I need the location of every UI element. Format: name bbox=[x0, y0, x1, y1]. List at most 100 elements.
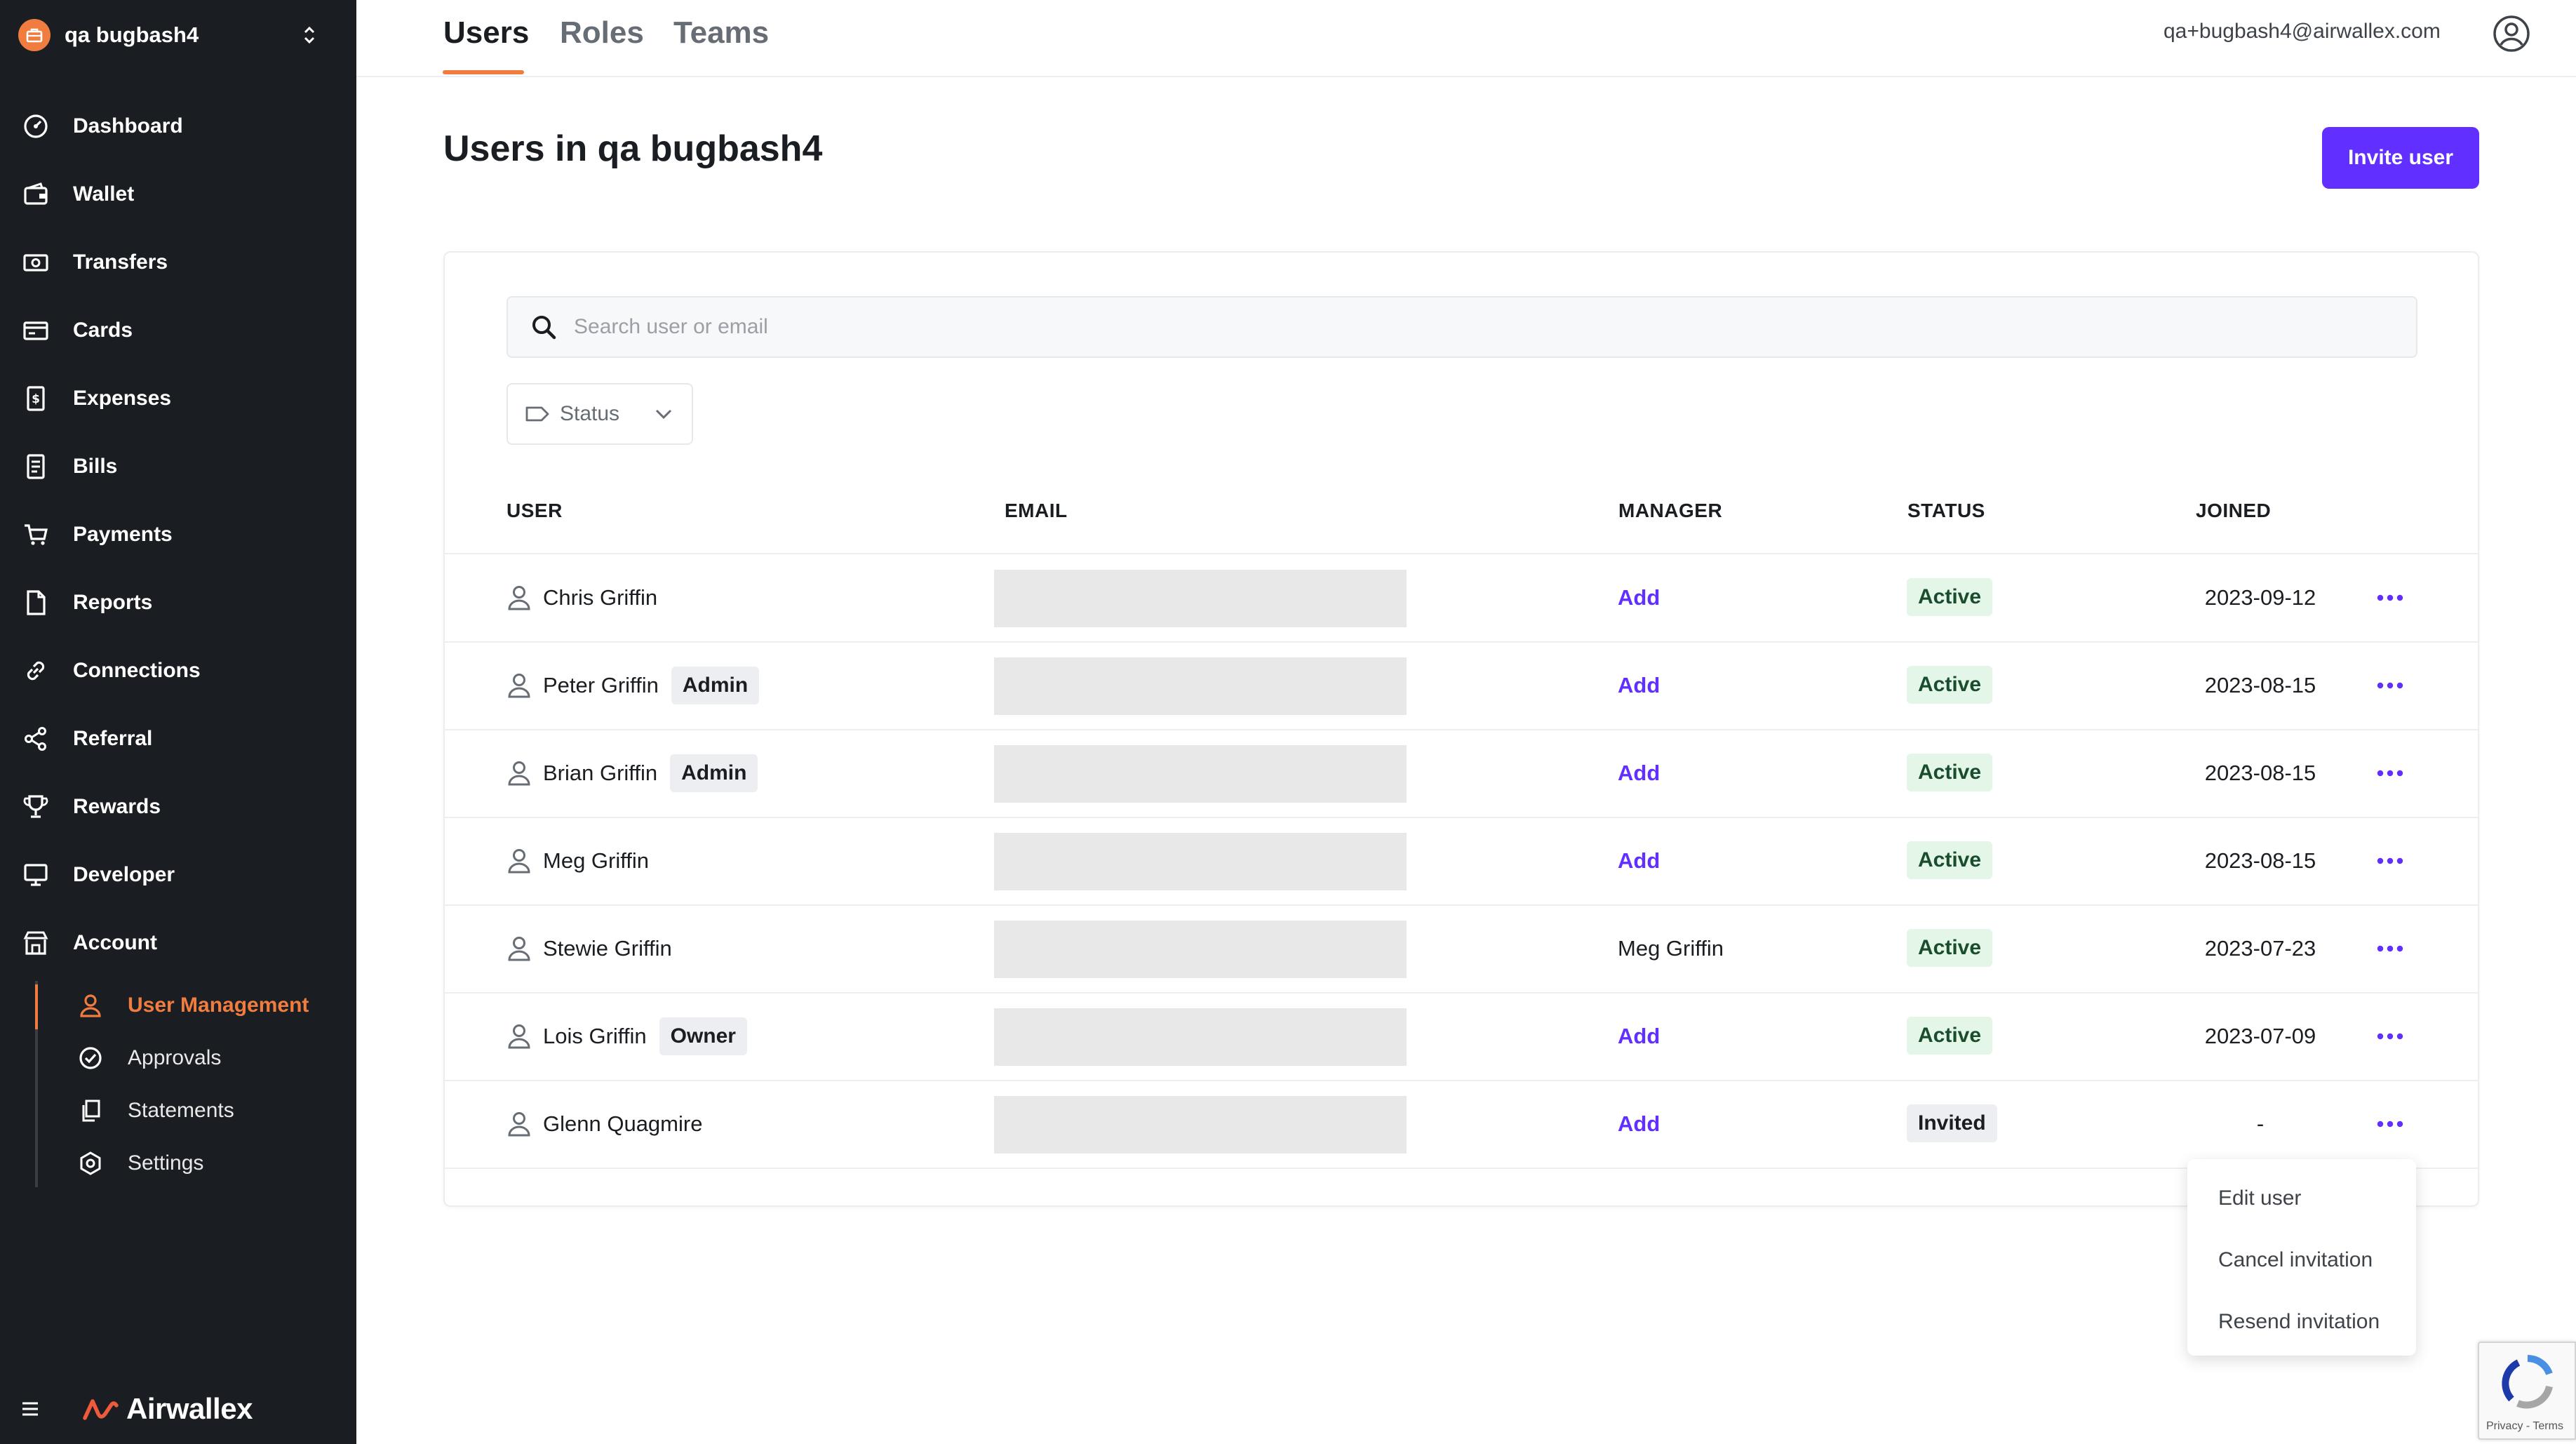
table-row: Lois Griffin Owner Add Active 2023-07-09 bbox=[445, 993, 2478, 1080]
sidebar-subitem-statements[interactable]: Statements bbox=[76, 1090, 342, 1132]
wallet-icon bbox=[21, 180, 51, 209]
add-manager-link[interactable]: Add bbox=[1618, 761, 1661, 785]
link-icon bbox=[21, 656, 51, 686]
status-badge: Active bbox=[1907, 841, 1993, 879]
user-cell: Peter Griffin Admin bbox=[505, 642, 760, 729]
sidebar-item-expenses[interactable]: $ Expenses bbox=[21, 377, 337, 420]
org-switcher[interactable]: qa bugbash4 bbox=[18, 15, 320, 55]
search-input[interactable] bbox=[572, 314, 2326, 340]
user-icon bbox=[505, 582, 533, 613]
user-icon bbox=[505, 845, 533, 876]
dashboard-icon bbox=[21, 112, 51, 141]
sidebar-item-label: Wallet bbox=[73, 182, 135, 206]
menu-icon[interactable] bbox=[21, 1401, 39, 1417]
role-badge: Owner bbox=[659, 1017, 747, 1055]
sidebar-item-account[interactable]: Account bbox=[21, 922, 337, 964]
email-redacted bbox=[994, 833, 1407, 890]
sidebar-item-referral[interactable]: Referral bbox=[21, 718, 337, 760]
sidebar-item-reports[interactable]: Reports bbox=[21, 582, 337, 624]
active-tab-indicator bbox=[443, 70, 524, 74]
joined-date: 2023-08-15 bbox=[2204, 761, 2316, 785]
status-filter-label: Status bbox=[560, 402, 620, 425]
email-redacted bbox=[994, 921, 1407, 978]
row-divider bbox=[445, 1080, 2478, 1081]
joined-date: 2023-07-23 bbox=[2204, 936, 2316, 961]
status-badge: Invited bbox=[1907, 1104, 1997, 1142]
sidebar-item-label: Dashboard bbox=[73, 114, 183, 138]
status-filter-dropdown[interactable]: Status bbox=[507, 383, 693, 445]
profile-icon[interactable] bbox=[2489, 11, 2534, 56]
email-redacted bbox=[994, 745, 1407, 803]
sidebar-item-connections[interactable]: Connections bbox=[21, 650, 337, 692]
add-manager-link[interactable]: Add bbox=[1618, 673, 1661, 697]
user-icon bbox=[505, 1109, 533, 1139]
user-name: Lois Griffin bbox=[543, 1024, 647, 1048]
joined-date: - bbox=[2256, 1111, 2265, 1136]
column-header-email: EMAIL bbox=[1005, 500, 1068, 521]
column-header-joined: JOINED bbox=[2196, 500, 2272, 521]
cart-icon bbox=[21, 520, 51, 549]
store-icon bbox=[21, 928, 51, 958]
brand-logo: Airwallex bbox=[83, 1392, 253, 1426]
user-email: qa+bugbash4@airwallex.com bbox=[2164, 20, 2441, 43]
user-name: Glenn Quagmire bbox=[543, 1111, 703, 1136]
more-actions-icon[interactable] bbox=[2371, 933, 2409, 964]
user-name: Stewie Griffin bbox=[543, 936, 672, 961]
sidebar-item-bills[interactable]: Bills bbox=[21, 446, 337, 488]
sidebar-item-dashboard[interactable]: Dashboard bbox=[21, 105, 337, 147]
recaptcha-links[interactable]: Privacy - Terms bbox=[2486, 1420, 2563, 1432]
add-manager-link[interactable]: Add bbox=[1618, 1111, 1661, 1136]
user-icon bbox=[505, 1021, 533, 1052]
invite-user-button[interactable]: Invite user bbox=[2322, 127, 2479, 189]
add-manager-link[interactable]: Add bbox=[1618, 1024, 1661, 1048]
more-actions-icon[interactable] bbox=[2371, 1109, 2409, 1139]
sidebar-subitem-user-management[interactable]: User Management bbox=[76, 984, 342, 1027]
add-manager-link[interactable]: Add bbox=[1618, 585, 1661, 610]
more-actions-icon[interactable] bbox=[2371, 758, 2409, 789]
user-name: Chris Griffin bbox=[543, 585, 658, 610]
bills-icon bbox=[21, 452, 51, 481]
sidebar-item-label: Payments bbox=[73, 523, 173, 546]
add-manager-link[interactable]: Add bbox=[1618, 848, 1661, 873]
sidebar-item-transfers[interactable]: Transfers bbox=[21, 241, 337, 283]
tab-roles[interactable]: Roles bbox=[560, 15, 644, 50]
tag-icon bbox=[525, 404, 550, 424]
sidebar-item-wallet[interactable]: Wallet bbox=[21, 173, 337, 215]
sidebar-item-rewards[interactable]: Rewards bbox=[21, 786, 337, 828]
sidebar-item-payments[interactable]: Payments bbox=[21, 514, 337, 556]
cancel-invitation-menu-item[interactable]: Cancel invitation bbox=[2218, 1248, 2373, 1271]
sidebar-subitem-approvals[interactable]: Approvals bbox=[76, 1037, 342, 1079]
user-name: Brian Griffin bbox=[543, 761, 658, 785]
resend-invitation-menu-item[interactable]: Resend invitation bbox=[2218, 1310, 2380, 1333]
column-header-manager: MANAGER bbox=[1618, 500, 1723, 521]
column-header-user: USER bbox=[507, 500, 563, 521]
user-cell: Lois Griffin Owner bbox=[505, 993, 747, 1080]
status-badge: Active bbox=[1907, 1017, 1993, 1055]
joined-date: 2023-09-12 bbox=[2204, 585, 2316, 610]
sidebar-item-developer[interactable]: Developer bbox=[21, 854, 337, 896]
more-actions-icon[interactable] bbox=[2371, 1021, 2409, 1052]
more-actions-icon[interactable] bbox=[2371, 845, 2409, 876]
tab-users[interactable]: Users bbox=[443, 15, 530, 50]
joined-date: 2023-07-09 bbox=[2204, 1024, 2316, 1048]
tab-teams[interactable]: Teams bbox=[673, 15, 770, 50]
more-actions-icon[interactable] bbox=[2371, 582, 2409, 613]
edit-user-menu-item[interactable]: Edit user bbox=[2218, 1186, 2302, 1210]
statements-icon bbox=[76, 1096, 105, 1125]
row-divider bbox=[445, 904, 2478, 906]
user-name: Peter Griffin bbox=[543, 673, 659, 697]
email-redacted bbox=[994, 570, 1407, 627]
top-bar: Users Roles Teams qa+bugbash4@airwallex.… bbox=[356, 0, 2576, 77]
search-icon bbox=[528, 311, 560, 343]
table-row: Chris Griffin Add Active 2023-09-12 bbox=[445, 554, 2478, 641]
sidebar-item-cards[interactable]: Cards bbox=[21, 309, 337, 352]
user-cell: Brian Griffin Admin bbox=[505, 730, 758, 817]
sidebar-item-label: Expenses bbox=[73, 387, 172, 410]
role-badge: Admin bbox=[671, 667, 760, 704]
row-divider bbox=[445, 817, 2478, 818]
sidebar-subitem-label: Settings bbox=[128, 1151, 204, 1175]
sidebar-subitem-label: User Management bbox=[128, 994, 309, 1017]
recaptcha-badge[interactable]: Privacy - Terms bbox=[2478, 1342, 2576, 1440]
more-actions-icon[interactable] bbox=[2371, 670, 2409, 701]
sidebar-subitem-settings[interactable]: Settings bbox=[76, 1142, 342, 1184]
